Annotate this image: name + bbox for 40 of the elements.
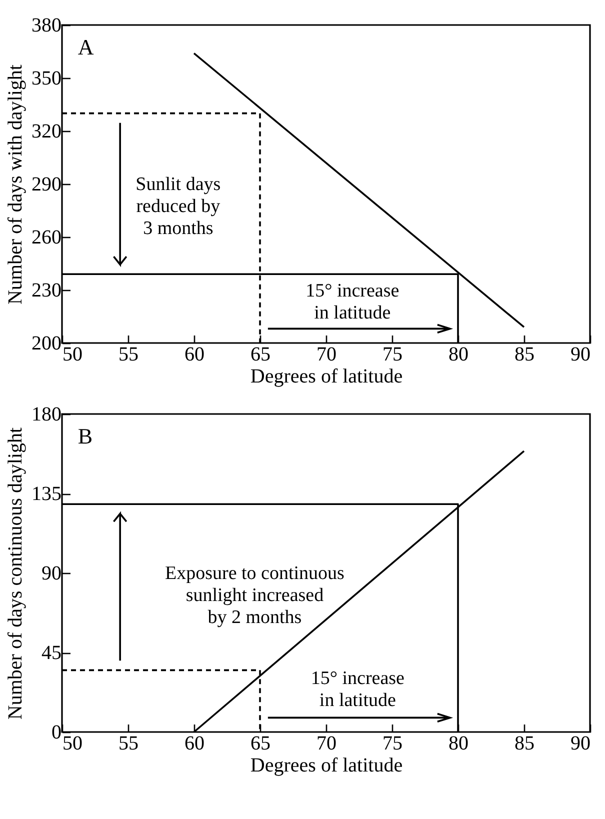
x-tick-label: 65 [250,344,270,366]
annotation: 15° increase in latitude [306,280,400,324]
y-tick-label: 45 [42,642,62,664]
y-axis-title: Number of days with daylight [4,64,26,304]
y-tick-label: 0 [52,722,62,744]
x-tick-label: 80 [448,344,468,366]
x-tick-label: 85 [514,344,534,366]
x-axis-title: Degrees of latitude [250,754,403,776]
y-tick-label: 320 [32,120,62,142]
x-tick-label: 50 [62,732,82,754]
y-tick-label: 90 [42,562,62,584]
y-tick-label: 350 [32,68,62,90]
x-tick-label: 65 [250,732,270,754]
y-tick-label: 230 [32,280,62,302]
x-tick-label: 60 [184,344,204,366]
annotation: 15° increase in latitude [310,668,404,711]
y-tick-label: 135 [32,483,62,505]
x-tick-label: 55 [118,344,138,366]
y-axis-title: Number of days continuous daylight [4,426,26,720]
annotation: A [78,34,94,60]
x-tick-label: 90 [570,344,590,366]
x-axis-title: Degrees of latitude [250,366,403,388]
x-tick-label: 75 [382,732,402,754]
x-tick-label: 70 [316,732,336,754]
y-tick-label: 290 [32,174,62,196]
x-tick-label: 60 [184,732,204,754]
annotation: Exposure to continuous sunlight increased by 2 months [165,563,344,628]
x-tick-label: 70 [316,344,336,366]
y-tick-label: 260 [32,226,62,248]
x-tick-label: 50 [62,344,82,366]
y-tick-label: 380 [32,14,62,36]
x-tick-label: 90 [570,732,590,754]
annotation: B [78,423,93,448]
x-tick-label: 85 [514,732,534,754]
y-tick-label: 180 [32,404,62,426]
x-tick-label: 55 [118,732,138,754]
x-tick-label: 80 [448,732,468,754]
y-tick-label: 200 [32,332,62,354]
x-tick-label: 75 [382,344,402,366]
annotation: Sunlit days reduced by 3 months [136,174,221,239]
